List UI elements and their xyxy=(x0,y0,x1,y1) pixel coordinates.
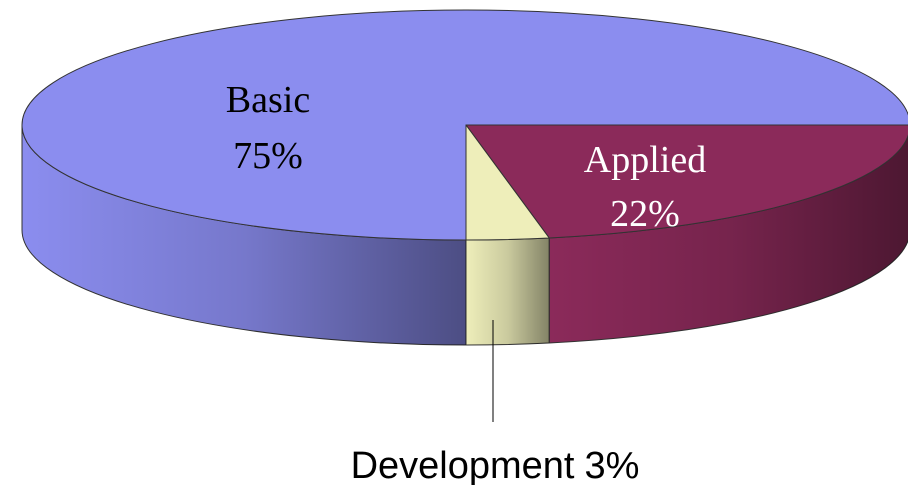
callout-label: Development 3% xyxy=(351,445,640,485)
slice-label: Basic xyxy=(226,79,310,121)
callout-category: Development xyxy=(351,445,575,485)
slice-value: 22% xyxy=(610,193,680,235)
side-shade xyxy=(466,237,550,345)
side-shade xyxy=(22,125,466,345)
side-shade xyxy=(549,135,908,343)
slice-value: 75% xyxy=(233,135,303,177)
slice xyxy=(21,9,908,241)
slice-label: Applied xyxy=(584,139,706,181)
pie xyxy=(21,9,908,346)
callout-value: 3% xyxy=(584,445,639,485)
slice xyxy=(465,124,908,239)
